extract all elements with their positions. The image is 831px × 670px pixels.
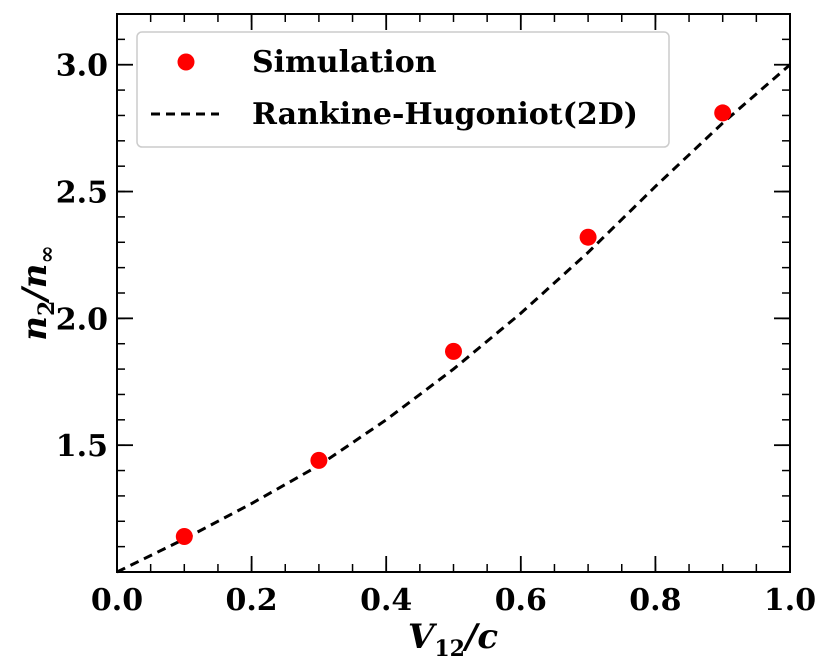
legend-label-simulation: Simulation xyxy=(252,45,437,80)
y-axis-label: n2/n∞ xyxy=(15,245,60,341)
x-tick-label: 0.8 xyxy=(629,583,681,618)
y-tick-label: 2.0 xyxy=(56,302,108,337)
scatter-point-simulation xyxy=(310,451,328,469)
y-tick-label: 3.0 xyxy=(56,49,108,84)
legend-label-rankine-hugoniot: Rankine-Hugoniot(2D) xyxy=(252,97,638,132)
x-tick-label: 0.0 xyxy=(91,583,143,618)
scatter-point-simulation xyxy=(445,342,462,360)
legend-marker-simulation xyxy=(177,53,195,71)
y-tick-label: 1.5 xyxy=(56,429,108,464)
x-axis-label: V12/c xyxy=(408,617,498,662)
legend-box xyxy=(136,31,670,148)
x-tick-label: 0.2 xyxy=(225,583,277,618)
legend: Simulation Rankine-Hugoniot(2D) xyxy=(136,31,670,148)
scatter-point-simulation xyxy=(175,527,193,545)
x-tick-label: 1.0 xyxy=(764,583,816,618)
scatter-point-simulation xyxy=(579,228,597,246)
scatter-point-simulation xyxy=(714,104,732,122)
series-layer xyxy=(116,63,791,574)
plot-frame xyxy=(116,13,791,573)
series-line-rankine-hugoniot xyxy=(116,63,791,574)
y-tick-label: 2.5 xyxy=(56,176,108,211)
tick-labels: 0.0 0.2 0.4 0.6 0.8 1.0 1.5 2.0 2.5 3.0 xyxy=(56,49,816,618)
x-tick-label: 0.4 xyxy=(360,583,412,618)
x-tick-label: 0.6 xyxy=(495,583,547,618)
